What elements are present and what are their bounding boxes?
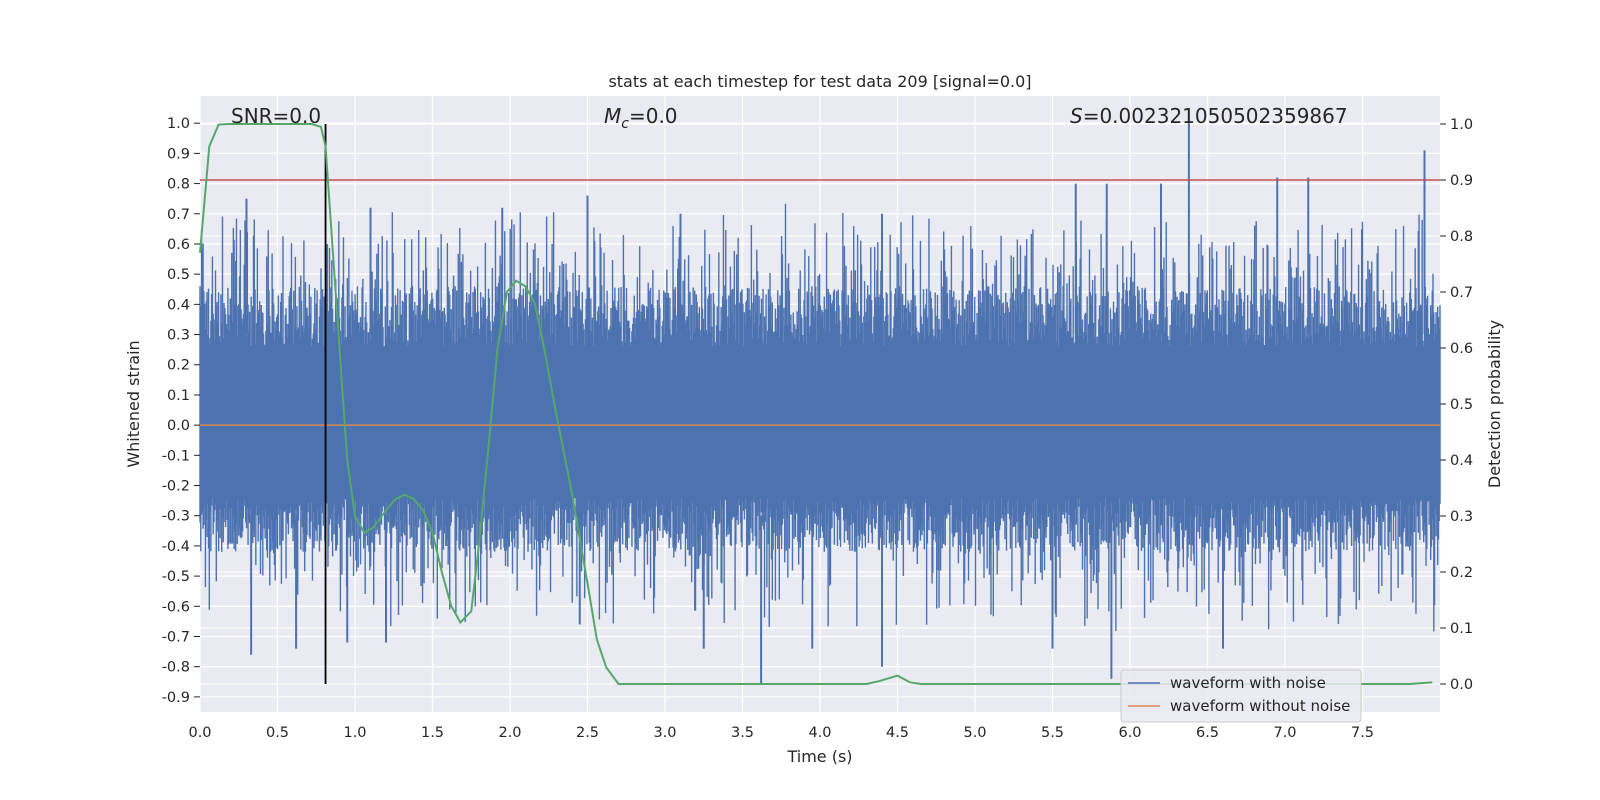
- x-tick-label: 4.5: [886, 725, 909, 741]
- y-tick-label: 0.3: [167, 328, 190, 344]
- x-tick-label: 3.5: [731, 725, 754, 741]
- y-tick-label: -0.2: [162, 479, 190, 495]
- y2-tick-label: 0.3: [1450, 509, 1473, 525]
- x-tick-label: 5.5: [1041, 725, 1064, 741]
- y-tick-label: 1.0: [167, 116, 190, 132]
- y2-axis-label: Detection probability: [1485, 320, 1504, 488]
- y-tick-label: -0.5: [162, 569, 190, 585]
- y2-tick-label: 0.2: [1450, 565, 1473, 581]
- x-tick-label: 3.0: [653, 725, 676, 741]
- y-tick-label: -0.9: [162, 690, 190, 706]
- y-tick-label: 0.8: [167, 177, 190, 193]
- x-tick-label: 6.5: [1196, 725, 1219, 741]
- y2-tick-label: 0.8: [1450, 229, 1473, 245]
- y-tick-label: 0.6: [167, 237, 190, 253]
- legend-label-noise: waveform with noise: [1170, 674, 1326, 692]
- chart-title: stats at each timestep for test data 209…: [608, 72, 1031, 91]
- x-tick-label: 2.0: [498, 725, 521, 741]
- y-tick-label: -0.7: [162, 630, 190, 646]
- y-tick-label: 0.0: [167, 418, 190, 434]
- legend-box: [1120, 669, 1362, 723]
- x-tick-label: 0.5: [266, 725, 289, 741]
- x-tick-label: 7.0: [1273, 725, 1296, 741]
- y-tick-label: 0.1: [167, 388, 190, 404]
- y-tick-label: -0.6: [162, 599, 190, 615]
- y2-tick-label: 0.7: [1450, 285, 1473, 301]
- x-tick-label: 0.0: [188, 725, 211, 741]
- y-tick-label: 0.7: [167, 207, 190, 223]
- y-axis-label: Whitened strain: [124, 340, 143, 467]
- x-tick-label: 2.5: [576, 725, 599, 741]
- noise-series: [199, 123, 1441, 685]
- noise-band: [200, 349, 1440, 495]
- x-tick-label: 1.5: [421, 725, 444, 741]
- y2-tick-label: 0.0: [1450, 677, 1473, 693]
- x-tick-label: 4.0: [808, 725, 831, 741]
- x-axis-label: Time (s): [786, 747, 852, 766]
- mc-annotation: Mc=0.0: [604, 104, 678, 132]
- y2-tick-label: 1.0: [1450, 117, 1473, 133]
- y2-tick-label: 0.4: [1450, 453, 1473, 469]
- y2-axis-ticks: 1.0 0.9 0.8 0.7 0.6 0.5 0.4 0.3 0.2 0.1 0.0: [1440, 117, 1473, 693]
- legend: waveform with noise waveform without noi…: [1120, 669, 1362, 723]
- y-tick-label: 0.4: [167, 297, 190, 313]
- s-annotation: S=0.002321050502359867: [1070, 104, 1348, 128]
- y-tick-label: -0.3: [162, 509, 190, 525]
- y2-tick-label: 0.9: [1450, 173, 1473, 189]
- y-tick-label: -0.1: [162, 448, 190, 464]
- y-tick-label: -0.8: [162, 660, 190, 676]
- x-tick-label: 5.0: [963, 725, 986, 741]
- y2-tick-label: 0.6: [1450, 341, 1473, 357]
- series-detection-probability: [199, 123, 1433, 685]
- x-tick-label: 7.5: [1351, 725, 1374, 741]
- y-tick-label: 0.5: [167, 267, 190, 283]
- legend-label-clean: waveform without noise: [1170, 697, 1350, 715]
- x-tick-label: 1.0: [343, 725, 366, 741]
- y2-tick-label: 0.1: [1450, 621, 1473, 637]
- snr-annotation: SNR=0.0: [231, 104, 321, 128]
- y2-tick-label: 0.5: [1450, 397, 1473, 413]
- x-tick-label: 6.0: [1118, 725, 1141, 741]
- y-tick-label: 0.9: [167, 146, 190, 162]
- y-tick-label: -0.4: [162, 539, 190, 555]
- x-axis-ticks: 0.0 0.5 1.0 1.5 2.0 2.5 3.0 3.5 4.0 4.5 5.0 5.5 6.0 6…: [188, 725, 1374, 741]
- y-axis-ticks: 1.0 0.9 0.8 0.7 0.6 0.5 0.4 0.3 0.2 0.1 0.0 -0.1 -0.…: [162, 116, 200, 706]
- y-tick-label: 0.2: [167, 358, 190, 374]
